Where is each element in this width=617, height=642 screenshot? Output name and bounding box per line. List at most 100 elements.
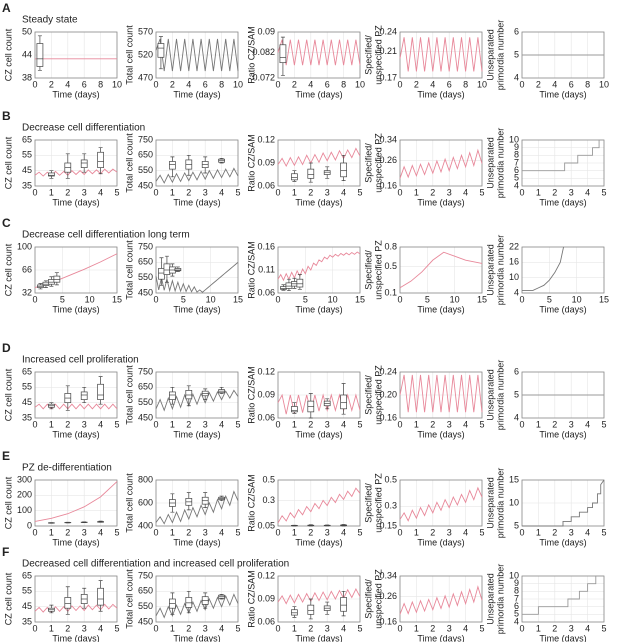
plot-frame bbox=[399, 31, 483, 79]
x-tick-label: 2 bbox=[430, 419, 435, 429]
y-axis-label: Ratio CZ/SAM bbox=[246, 26, 256, 84]
box-whisker bbox=[65, 385, 70, 411]
y-tick-label: 8 bbox=[514, 150, 519, 160]
y-tick-label: 650 bbox=[138, 382, 153, 392]
box-whisker bbox=[158, 36, 163, 70]
box-whisker bbox=[286, 278, 291, 292]
x-axis-label: Time (days) bbox=[417, 429, 464, 439]
y-tick-label: 0.15 bbox=[379, 520, 397, 530]
line-series bbox=[277, 39, 361, 66]
y-axis-label: primordia number bbox=[495, 468, 505, 539]
box-body bbox=[340, 162, 347, 178]
x-tick-label: 0 bbox=[153, 527, 158, 537]
y-tick-label: 650 bbox=[138, 586, 153, 596]
x-tick-label: 0 bbox=[275, 294, 280, 304]
box-body bbox=[280, 286, 287, 290]
plot-frame bbox=[155, 139, 239, 187]
y-tick-label: 0 bbox=[27, 520, 32, 530]
x-tick-label: 2 bbox=[308, 623, 313, 633]
y-tick-label: 55 bbox=[22, 150, 32, 160]
x-axis-label: Time (days) bbox=[417, 89, 464, 99]
x-tick-label: 8 bbox=[463, 79, 468, 89]
x-tick-label: 5 bbox=[114, 623, 119, 633]
box-whisker bbox=[186, 154, 191, 176]
box-whisker bbox=[219, 386, 224, 394]
x-axis-label: Time (days) bbox=[52, 429, 99, 439]
x-tick-label: 4 bbox=[341, 187, 346, 197]
x-tick-label: 1 bbox=[536, 623, 541, 633]
x-tick-label: 2 bbox=[308, 187, 313, 197]
x-tick-label: 1 bbox=[49, 187, 54, 197]
x-tick-label: 1 bbox=[536, 527, 541, 537]
x-tick-label: 2 bbox=[65, 419, 70, 429]
x-tick-label: 2 bbox=[186, 419, 191, 429]
y-tick-label: 0.09 bbox=[257, 157, 275, 167]
y-tick-label: 0.11 bbox=[258, 264, 275, 274]
box-whisker bbox=[54, 272, 59, 286]
chart: 0.06 0.11 0.16 0 5 10 15 Time (days) Ratio CZ/SA… bbox=[246, 241, 365, 314]
line-series bbox=[155, 490, 239, 525]
x-tick-label: 0 bbox=[397, 294, 402, 304]
x-tick-label: 0 bbox=[519, 79, 524, 89]
x-tick-label: 1 bbox=[414, 623, 419, 633]
y-tick-label: 55 bbox=[22, 382, 32, 392]
box-whisker bbox=[82, 587, 87, 609]
x-tick-label: 0 bbox=[397, 187, 402, 197]
y-tick-label: 4 bbox=[514, 287, 519, 297]
x-tick-label: 5 bbox=[235, 527, 240, 537]
y-tick-label: 10 bbox=[509, 570, 519, 580]
x-tick-label: 4 bbox=[186, 79, 191, 89]
x-tick-label: 1 bbox=[49, 623, 54, 633]
box-whisker bbox=[341, 590, 346, 617]
x-tick-label: 3 bbox=[325, 527, 330, 537]
x-tick-label: 3 bbox=[447, 187, 452, 197]
x-axis-label: Time (days) bbox=[295, 429, 342, 439]
box-whisker bbox=[292, 402, 297, 414]
y-tick-label: 65 bbox=[22, 134, 32, 144]
panel-title: Steady state bbox=[22, 15, 78, 26]
box-whisker bbox=[170, 156, 175, 178]
y-axis-label: Ratio CZ/SAM bbox=[246, 241, 256, 299]
chart: 450 550 650 750 0 1 2 3 4 5 Time (days) Total cell … bbox=[124, 569, 240, 642]
x-axis-label: Time (days) bbox=[295, 304, 342, 314]
box-whisker bbox=[43, 280, 48, 288]
plot-frame bbox=[155, 371, 239, 419]
y-axis-label: primordia number bbox=[495, 20, 505, 91]
x-axis-label: Time (days) bbox=[173, 429, 220, 439]
y-axis-label: Total cell count bbox=[124, 133, 134, 193]
y-tick-label: 0.8 bbox=[384, 241, 397, 251]
x-tick-label: 4 bbox=[585, 419, 590, 429]
y-tick-label: 0.16 bbox=[257, 241, 275, 251]
x-tick-label: 1 bbox=[292, 419, 297, 429]
box-whisker bbox=[341, 154, 346, 181]
y-axis-label: CZ cell count bbox=[3, 136, 13, 189]
x-tick-label: 5 bbox=[357, 187, 362, 197]
box-body bbox=[64, 597, 72, 609]
box-body bbox=[97, 151, 104, 168]
chart: 0 100 200 300 0 1 2 3 4 5 Time (days) CZ cell count bbox=[3, 474, 119, 547]
line-series bbox=[155, 389, 239, 412]
box-whisker bbox=[219, 495, 224, 502]
x-tick-label: 5 bbox=[601, 623, 606, 633]
x-tick-label: 10 bbox=[233, 79, 243, 89]
line-series bbox=[399, 585, 483, 615]
x-tick-label: 1 bbox=[536, 187, 541, 197]
y-tick-label: 450 bbox=[138, 616, 153, 626]
y-axis-label: Specified/ bbox=[363, 143, 373, 183]
chart: 0.06 0.09 0.12 0 1 2 3 4 5 Time (days) Ratio CZ/SA… bbox=[246, 570, 362, 642]
x-tick-label: 5 bbox=[114, 187, 119, 197]
y-tick-label: 470 bbox=[138, 72, 153, 82]
x-tick-label: 5 bbox=[235, 419, 240, 429]
box-whisker bbox=[186, 590, 191, 614]
plot-frame bbox=[399, 479, 483, 527]
x-tick-label: 10 bbox=[328, 294, 338, 304]
box-whisker bbox=[49, 604, 54, 614]
line-series bbox=[399, 148, 483, 179]
x-tick-label: 2 bbox=[186, 623, 191, 633]
x-axis-label: Time (days) bbox=[52, 633, 99, 642]
x-tick-label: 0 bbox=[275, 187, 280, 197]
x-axis-label: Time (days) bbox=[417, 537, 464, 547]
line-series bbox=[399, 251, 483, 289]
y-tick-label: 0.1 bbox=[384, 287, 397, 297]
box-whisker bbox=[38, 283, 43, 290]
